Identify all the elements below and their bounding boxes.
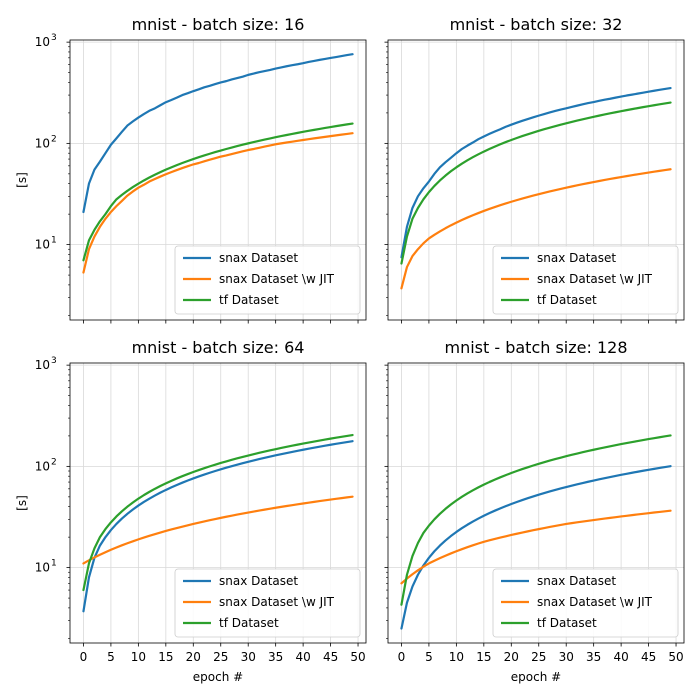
- y-tick-exponent: 2: [51, 134, 57, 144]
- legend-label-1: snax Dataset: [219, 251, 298, 265]
- series-line-3: [400, 434, 672, 606]
- chart-title: mnist - batch size: 64: [132, 338, 305, 357]
- x-tick-label: 30: [241, 650, 256, 664]
- y-axis-label: [s]: [15, 172, 29, 188]
- chart-title: mnist - batch size: 128: [444, 338, 627, 357]
- series-line-1: [400, 86, 672, 259]
- x-tick-label: 40: [295, 650, 310, 664]
- x-tick-label: 45: [641, 650, 656, 664]
- y-tick-exponent: 3: [51, 33, 57, 43]
- legend-label-2: snax Dataset \w JIT: [219, 595, 335, 609]
- x-axis-label: epoch #: [511, 670, 561, 684]
- series-group: [82, 53, 354, 274]
- axes-frame: [387, 362, 685, 644]
- legend-box: [492, 245, 679, 315]
- y-tick-label: 10: [35, 561, 50, 575]
- x-tick-label: 10: [449, 650, 464, 664]
- x-tick-label: 15: [476, 650, 491, 664]
- x-tick-label: 10: [131, 650, 146, 664]
- x-tick-label: 15: [158, 650, 173, 664]
- legend-label-1: snax Dataset: [537, 251, 616, 265]
- legend: snax Dataset snax Dataset \w JIT tf Datase…: [174, 245, 361, 315]
- series-line-2: [82, 495, 354, 565]
- x-tick-label: 0: [398, 650, 406, 664]
- series-line-3: [82, 433, 354, 592]
- y-tick-label: 10: [35, 238, 50, 252]
- series-line-1: [400, 465, 672, 630]
- y-tick-label: 10: [35, 459, 50, 473]
- y-tick-exponent: 2: [51, 457, 57, 467]
- x-tick-label: 45: [323, 650, 338, 664]
- legend-box: [492, 568, 679, 638]
- legend-box: [174, 245, 361, 315]
- x-tick-label: 30: [559, 650, 574, 664]
- x-tick-label: 35: [268, 650, 283, 664]
- legend-label-2: snax Dataset \w JIT: [219, 272, 335, 286]
- grid: [70, 40, 366, 320]
- legend-label-1: snax Dataset: [537, 574, 616, 588]
- chart-title: mnist - batch size: 16: [132, 15, 305, 34]
- x-tick-label: 0: [80, 650, 88, 664]
- series-line-2: [82, 132, 354, 274]
- legend-label-3: tf Dataset: [537, 293, 597, 307]
- series-line-2: [400, 509, 672, 585]
- series-group: [400, 86, 672, 290]
- series-group: [82, 433, 354, 613]
- x-tick-label: 40: [613, 650, 628, 664]
- x-tick-label: 20: [504, 650, 519, 664]
- series-line-3: [82, 122, 354, 262]
- x-axis-label: epoch #: [193, 670, 243, 684]
- y-tick-label: 10: [35, 35, 50, 49]
- legend: snax Dataset snax Dataset \w JIT tf Datase…: [174, 568, 361, 638]
- series-line-1: [82, 440, 354, 613]
- y-tick-label: 10: [35, 358, 50, 372]
- y-tick-exponent: 3: [51, 356, 57, 366]
- x-tick-label: 25: [531, 650, 546, 664]
- legend-label-1: snax Dataset: [219, 574, 298, 588]
- y-tick-exponent: 1: [51, 236, 57, 246]
- legend-label-3: tf Dataset: [537, 616, 597, 630]
- series-group: [400, 434, 672, 630]
- y-tick-label: 10: [35, 136, 50, 150]
- panel-4: 0 5 10 15 20 25 30 35 40 45 50 mnist - batch size: …: [384, 338, 685, 684]
- x-tick-label: 50: [350, 650, 365, 664]
- x-tick-label: 35: [586, 650, 601, 664]
- legend-box: [174, 568, 361, 638]
- legend-label-3: tf Dataset: [219, 616, 279, 630]
- x-tick-label: 5: [107, 650, 115, 664]
- legend: snax Dataset snax Dataset \w JIT tf Datase…: [492, 245, 679, 315]
- series-line-2: [400, 168, 672, 290]
- chart-title: mnist - batch size: 32: [450, 15, 623, 34]
- axes-frame: [387, 39, 685, 321]
- series-line-3: [400, 101, 672, 265]
- x-tick-label: 5: [425, 650, 433, 664]
- y-axis-label: [s]: [15, 495, 29, 511]
- x-tick-label: 20: [186, 650, 201, 664]
- y-tick-exponent: 1: [51, 559, 57, 569]
- legend-label-2: snax Dataset \w JIT: [537, 272, 653, 286]
- axes-frame: [69, 362, 367, 644]
- x-tick-label: 50: [668, 650, 683, 664]
- legend: snax Dataset snax Dataset \w JIT tf Datase…: [492, 568, 679, 638]
- legend-label-3: tf Dataset: [219, 293, 279, 307]
- x-tick-label: 25: [213, 650, 228, 664]
- series-line-1: [82, 53, 354, 214]
- legend-label-2: snax Dataset \w JIT: [537, 595, 653, 609]
- axes-frame: [69, 39, 367, 321]
